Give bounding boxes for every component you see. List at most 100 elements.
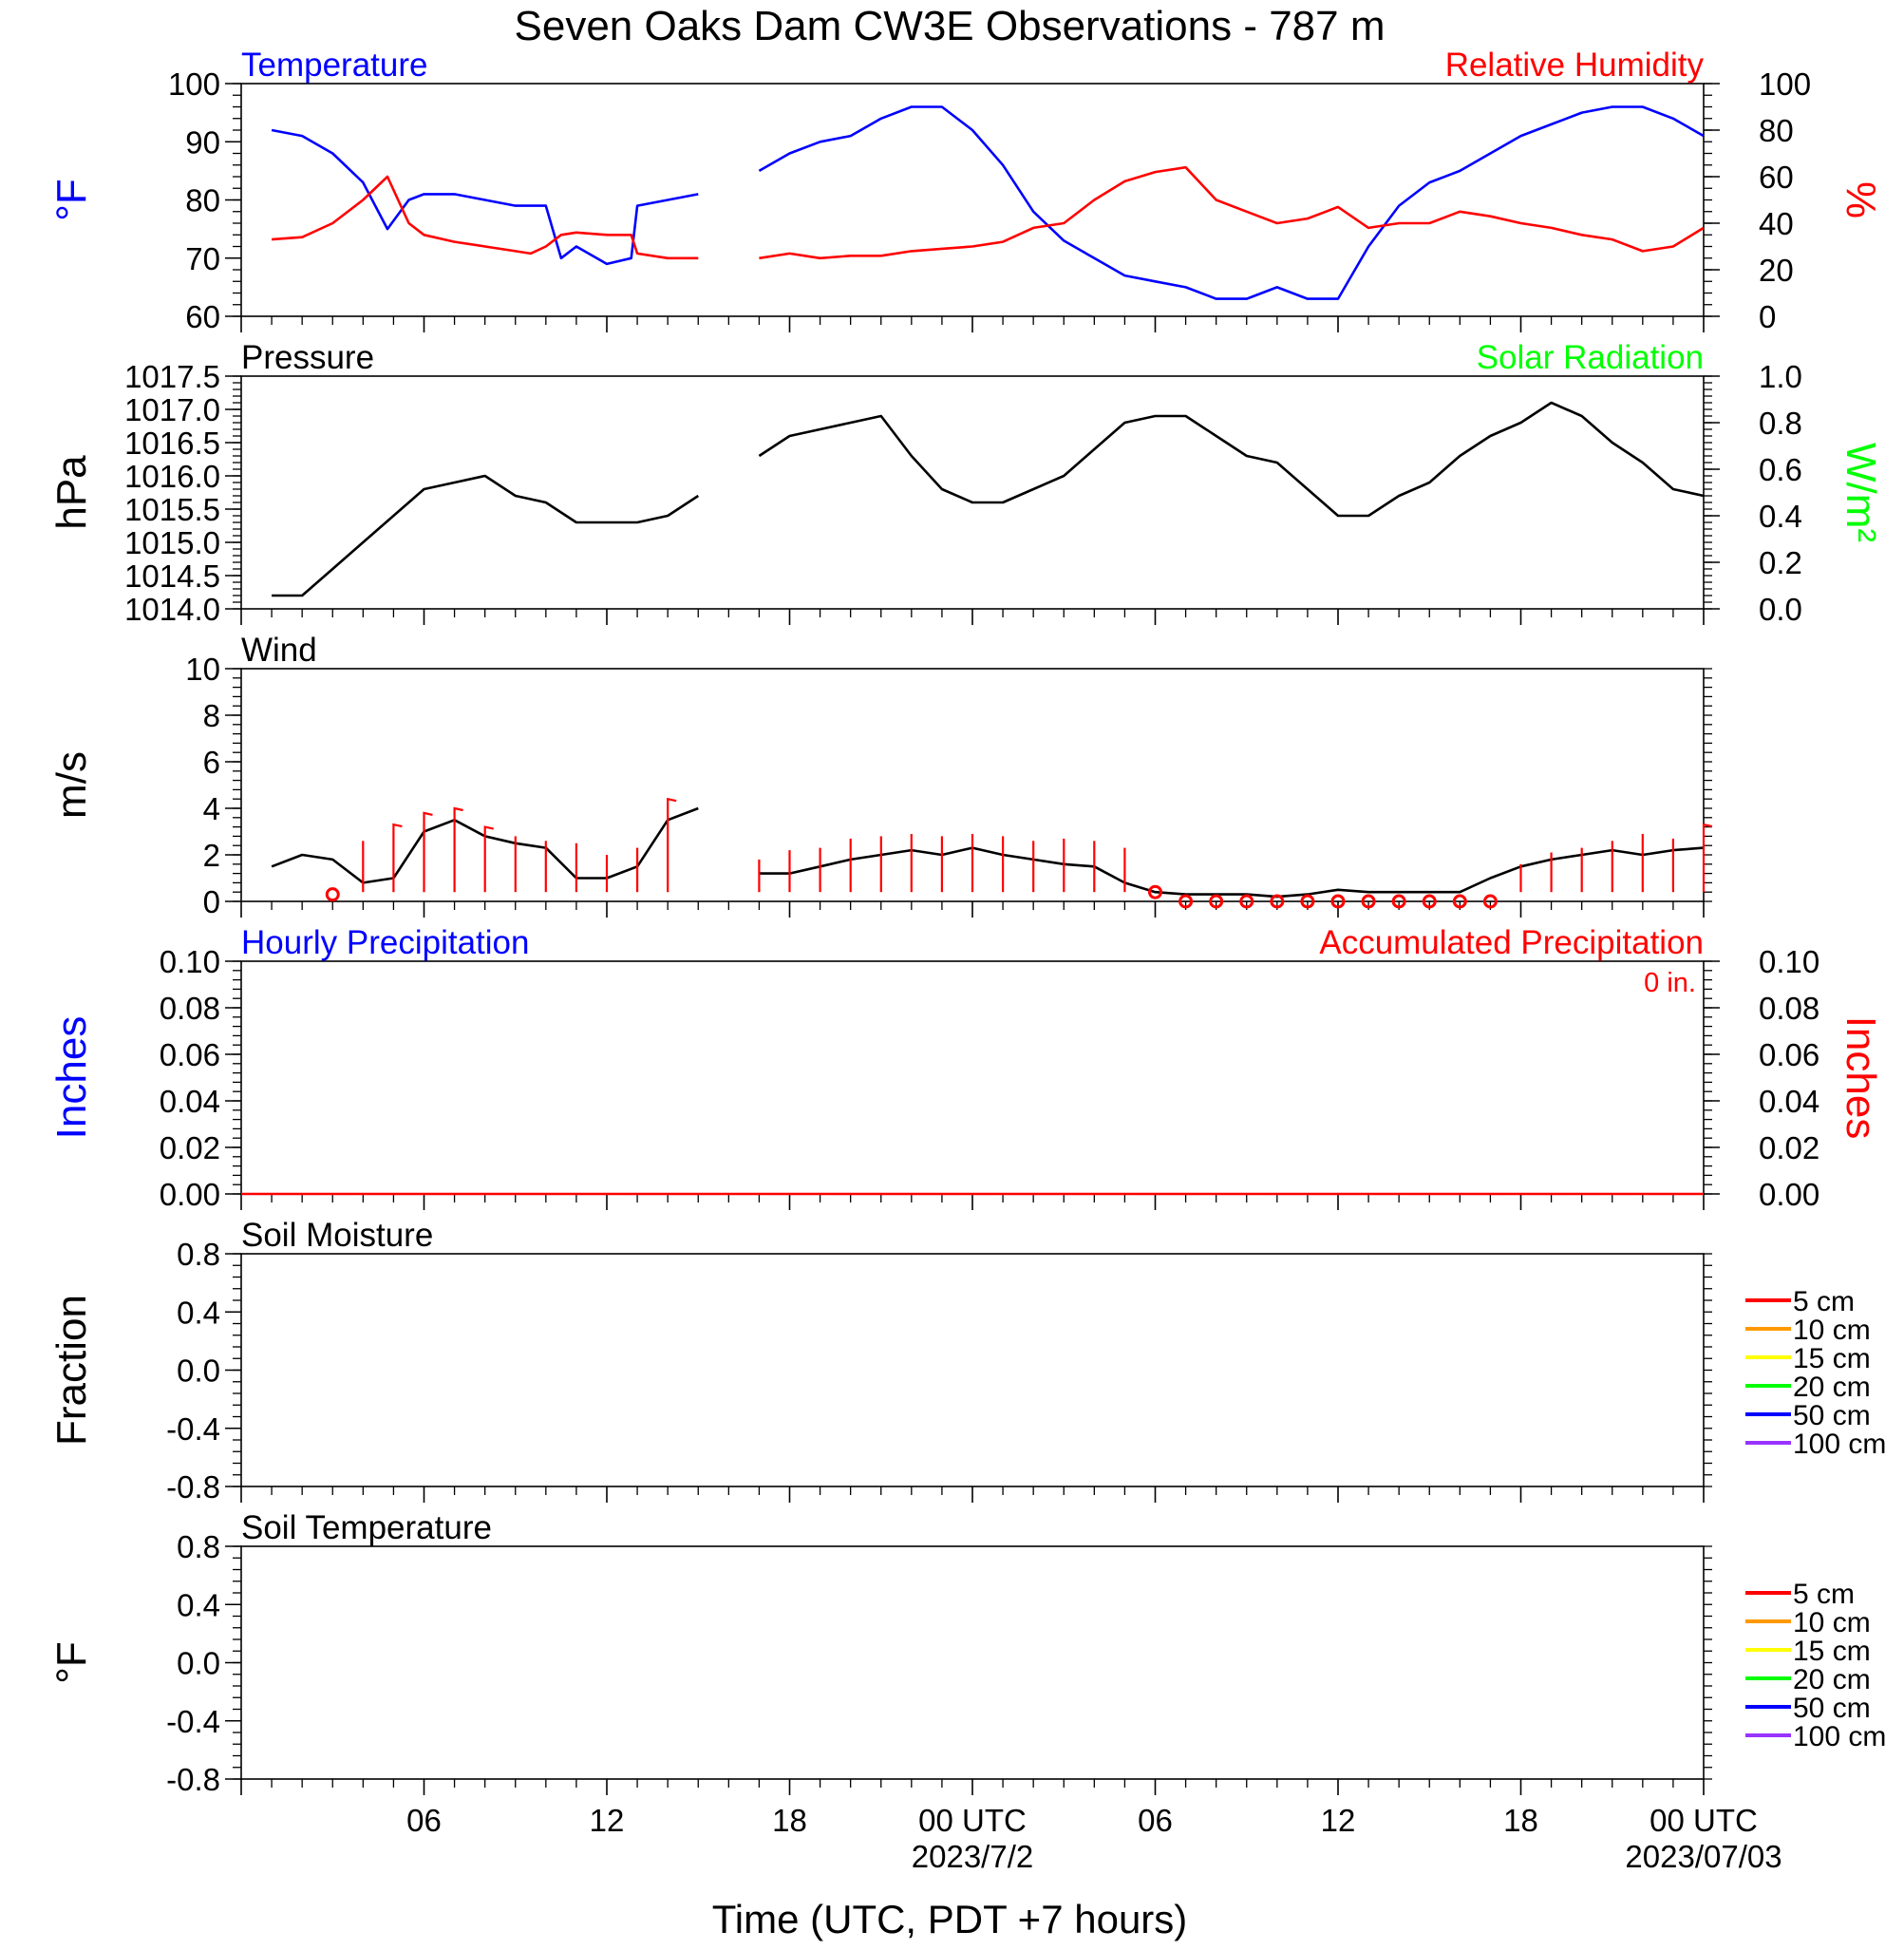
wind-barb — [1702, 823, 1713, 893]
series-line-pressure — [272, 401, 1705, 597]
wind-calm-marker — [1178, 894, 1194, 909]
x-axis-label: Time (UTC, PDT +7 hours) — [712, 1897, 1188, 1941]
y-tick-label: 0.0 — [177, 1354, 220, 1389]
y-tick-label: 1017.5 — [124, 359, 220, 394]
x-tick-label: 00 UTC — [1650, 1803, 1758, 1838]
y-tick-label: -0.8 — [166, 1762, 220, 1797]
wind-barb — [483, 825, 494, 893]
y-tick-label: 6 — [203, 745, 220, 780]
y-tick-label: 10 — [185, 652, 220, 687]
y-tick-label: 0.04 — [160, 1084, 220, 1119]
y2-axis-label: W/m² — [1838, 443, 1884, 542]
legend-label: 10 cm — [1793, 1315, 1871, 1346]
panel-frame — [240, 1545, 1705, 1780]
panel-title-left: Pressure — [241, 339, 374, 376]
y-tick-label: 1015.0 — [124, 525, 220, 560]
x-tick-label: 06 — [406, 1803, 442, 1838]
panel-title-right: Relative Humidity — [1445, 47, 1705, 84]
y-tick-label: -0.8 — [166, 1469, 220, 1505]
wind-calm-marker — [1270, 894, 1285, 909]
x-date-label: 2023/07/03 — [1625, 1839, 1781, 1874]
panel-frame — [240, 1253, 1705, 1487]
panel-3: 0 2 4 6 8 10 Wind m/s — [48, 632, 1713, 919]
y-tick-label: 0 — [203, 884, 220, 919]
y-tick-label: 1014.5 — [124, 558, 220, 594]
y-tick-label: 90 — [185, 124, 220, 160]
legend-label: 15 cm — [1793, 1343, 1871, 1374]
x-date-label: 2023/7/2 — [912, 1839, 1033, 1874]
y2-tick-label: 40 — [1759, 206, 1794, 241]
y-axis-label: Fraction — [48, 1295, 95, 1446]
y-tick-label: 0.00 — [160, 1177, 220, 1212]
y-tick-label: 100 — [168, 66, 220, 102]
x-tick-label: 18 — [772, 1803, 807, 1838]
legend-label: 50 cm — [1793, 1693, 1871, 1724]
y2-tick-label: 100 — [1759, 66, 1811, 102]
legend-label: 5 cm — [1793, 1579, 1855, 1610]
y2-tick-label: 0.02 — [1759, 1130, 1819, 1165]
panel-5: -0.8 -0.4 0.0 0.4 0.8 Soil Moisture Fraction 5 … — [48, 1217, 1886, 1505]
wind-barb — [667, 797, 677, 893]
wind-barb — [392, 823, 403, 893]
legend-label: 10 cm — [1793, 1607, 1871, 1638]
y-tick-label: 1016.5 — [124, 426, 220, 461]
panel-frame — [240, 960, 1705, 1195]
panel-frame — [240, 83, 1705, 317]
y-tick-label: 1016.0 — [124, 459, 220, 494]
series-line-relative-humidity — [272, 165, 1705, 260]
y2-tick-label: 0.10 — [1759, 944, 1819, 979]
x-tick-label: 06 — [1138, 1803, 1173, 1838]
legend-label: 50 cm — [1793, 1400, 1871, 1431]
legend-label: 20 cm — [1793, 1372, 1871, 1403]
panel-frame — [240, 668, 1705, 902]
legend-label: 5 cm — [1793, 1286, 1855, 1317]
panel-frame — [240, 375, 1705, 610]
y-tick-label: 70 — [185, 241, 220, 276]
y2-tick-label: 20 — [1759, 253, 1794, 288]
y-tick-label: 0.8 — [177, 1237, 220, 1272]
y2-tick-label: 60 — [1759, 160, 1794, 195]
wind-barb — [453, 806, 463, 893]
y2-tick-label: 0.8 — [1759, 406, 1802, 441]
x-tick-label: 00 UTC — [918, 1803, 1027, 1838]
y2-tick-label: 0 — [1759, 299, 1776, 334]
y-tick-label: 4 — [203, 791, 220, 826]
y2-axis-label: % — [1838, 181, 1884, 218]
y-tick-label: 0.4 — [177, 1295, 220, 1330]
y2-tick-label: 1.0 — [1759, 359, 1802, 394]
y-tick-label: 2 — [203, 838, 220, 873]
figure-title: Seven Oaks Dam CW3E Observations - 787 m — [515, 3, 1386, 49]
y-tick-label: -0.4 — [166, 1411, 220, 1447]
series-line-temperature — [271, 105, 1705, 300]
y2-tick-label: 0.00 — [1759, 1177, 1819, 1212]
y2-axis-label: Inches — [1838, 1016, 1884, 1140]
wind-calm-marker — [1422, 894, 1437, 909]
legend-label: 20 cm — [1793, 1664, 1871, 1695]
y-tick-label: 0.8 — [177, 1529, 220, 1564]
panel-title-right: Solar Radiation — [1477, 339, 1704, 376]
series-line-wind-speed — [271, 806, 1705, 899]
y-axis-label: Inches — [48, 1016, 95, 1140]
x-tick-label: 12 — [590, 1803, 625, 1838]
wind-calm-marker — [1361, 894, 1376, 909]
y-tick-label: 0.02 — [160, 1130, 220, 1165]
y-tick-label: 0.06 — [160, 1037, 220, 1072]
wind-calm-marker — [1391, 894, 1406, 909]
y-tick-label: 0.08 — [160, 991, 220, 1026]
accumulated-total: 0 in. — [1644, 968, 1696, 998]
y-tick-label: 1014.0 — [124, 592, 220, 627]
y-axis-label: °F — [48, 179, 95, 220]
legend-label: 100 cm — [1793, 1429, 1886, 1460]
x-tick-label: 18 — [1503, 1803, 1538, 1838]
wind-calm-marker — [1239, 894, 1254, 909]
panel-2: 1014.01014.51015.01015.51016.01016.51017… — [48, 339, 1884, 627]
wind-barb — [423, 811, 433, 893]
panel-title-right: Accumulated Precipitation — [1319, 924, 1704, 961]
wind-calm-marker — [325, 887, 340, 902]
panel-title-left: Wind — [241, 632, 317, 669]
y2-tick-label: 0.04 — [1759, 1084, 1819, 1119]
panel-4: 0.00 0.02 0.04 0.06 0.08 0.10 0.00 0.02 0.04 0.06… — [48, 924, 1884, 1212]
y2-tick-label: 0.4 — [1759, 499, 1802, 534]
